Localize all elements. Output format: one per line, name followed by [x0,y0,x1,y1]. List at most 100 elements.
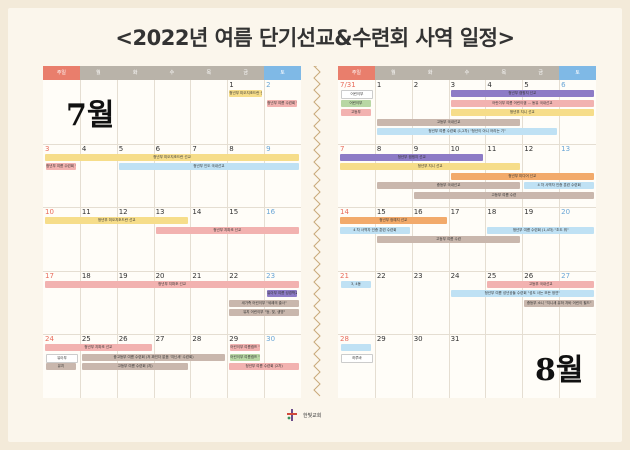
grid-line [227,80,229,398]
day-number: 18 [81,271,91,280]
event-bar[interactable]: 어린이부 여름 어린이캠 ... 동유 국내선교 [450,99,594,107]
weekday-header: 목 [190,66,228,80]
grid-line [338,207,596,209]
event-box[interactable]: 유아부 여름 성경학교 "빛의 만남" [267,290,297,298]
event-bar[interactable]: 청년부 여름 수련회 (2차) [229,363,299,371]
day-number: 26 [118,335,128,344]
event-bar[interactable]: 청년부 정예지 선교 [340,217,447,225]
grid-line [374,80,376,398]
day-number: 24 [450,271,460,280]
event-bar[interactable]: 청년부 지니 선교 [340,163,521,171]
day-number: 14 [192,208,202,217]
event-bar[interactable]: 청년부 여름 수련회 (1,4차) "초도 뭐" [487,226,594,234]
grid-line [43,207,301,209]
day-number: 30 [413,335,423,344]
event-bar[interactable]: 고등부 여름 수련 [376,236,521,244]
day-number: 18 [487,208,497,217]
event-bar[interactable]: 유치 어린이부 "등, 빛, 생명" [229,309,299,317]
grid-line [338,270,596,272]
day-number: 15 [376,208,386,217]
day-number: 24 [45,335,54,344]
event-box[interactable]: 유아부 [46,353,78,363]
day-number: 23 [266,271,276,280]
event-box[interactable]: 하루바 [341,353,373,363]
event-bar[interactable]: 청년부 미디어 선교 [450,172,594,180]
event-box[interactable]: 유치 [46,363,76,371]
weekday-header: 수 [448,66,486,80]
event-box[interactable]: 고등부 [341,109,371,116]
day-number: 17 [450,208,460,217]
day-number: 4 [81,144,87,153]
day-number: 20 [155,271,165,280]
day-number: 2 [413,81,419,89]
day-number: 26 [524,271,534,280]
weekday-header: 수 [153,66,191,80]
event-bar[interactable]: 중고등부 여름 수련회 (저 짜인더 없음 '지닌새' 수련회) [81,353,226,361]
grid-line [522,80,524,398]
event-box[interactable]: 3, 4동 [341,280,371,288]
event-bar[interactable]: 청년부 미오지조드란 선교 [45,217,189,225]
event-bar[interactable]: 중등부 국내선교 [376,182,521,190]
event-bar[interactable]: 청년부 여름 수련회 (1,2차) "청년이 아니 어리는 기" [376,128,558,135]
day-number: 22 [376,271,386,280]
event-bar[interactable]: 고등부 여름 수련회 (지) [81,363,189,371]
day-number: 16 [413,208,423,217]
weekday-header: 토 [264,66,301,80]
event-box[interactable]: 어린이부 [341,90,373,99]
event-bar[interactable]: 청년부 인도 국내선교 [118,163,299,171]
grid-line [43,143,301,145]
day-number: 28 [340,335,349,344]
day-number: 5 [118,144,124,153]
event-bar[interactable]: 고등부 국내선교 [376,118,521,126]
weekday-header: 주일 [338,66,375,80]
day-number: 13 [155,208,165,217]
grid-line [338,143,596,145]
event-bar[interactable]: 청년부 캠핑지 선교 [340,153,484,161]
event-box[interactable]: 어린이부 여름캠프 "우리 어린이 캠프" [230,344,261,352]
grid-line [43,270,301,272]
event-bar[interactable]: 새가족 어린이부 "세례의 출사" [229,299,299,307]
weekday-header: 금 [522,66,560,80]
event-bar[interactable]: 청년부 지니 선교 [450,109,594,116]
event-box[interactable] [341,344,371,352]
weekday-header: 화 [411,66,449,80]
day-number: 21 [192,271,202,280]
event-bar[interactable]: 고등부 여름 수련 [413,191,594,199]
day-number: 7 [192,144,197,153]
july-month-label: 7월 [66,98,115,133]
weekday-header: 월 [374,66,412,80]
event-bar[interactable]: 청년부 여름 성년공들 수련회 "성도 사는 모든 정연" [450,290,594,298]
day-number: 25 [81,335,91,344]
event-box[interactable]: 어린이부 [341,99,371,107]
grid-line [79,80,81,398]
day-number: 19 [118,271,128,280]
event-bar[interactable]: 청년부 지파조 선교 [45,280,299,288]
day-number: 6 [561,81,566,89]
day-number: 31 [450,335,460,344]
event-bar[interactable]: 청년부 미오지조드란 선교 [229,90,263,97]
event-bar[interactable]: 4 차 사역자 인증 훈련 수련회 [340,226,410,234]
event-box[interactable]: 청년부 여름 수련회 '여름의 하이라, 하나님' [267,99,297,107]
day-number: 9 [266,144,271,153]
day-number: 14 [340,208,349,217]
event-bar[interactable]: 청년부 캠핑지 선교 [450,90,594,97]
day-number: 30 [266,335,276,344]
event-bar[interactable]: 청년부 지파조 선교 [155,226,299,234]
day-number: 17 [45,271,54,280]
event-bar[interactable]: 고등부 국내선교 [487,280,594,288]
event-bar[interactable]: 청년부 지파조 선교 [45,344,152,352]
event-bar[interactable]: 청년부 미오지조드란 선교 [45,153,299,161]
day-number: 20 [561,208,571,217]
event-bar[interactable]: 중등부 소니 "지니새 유하 자바 어린이 필드" [524,299,594,307]
day-number: 13 [561,144,571,153]
day-number: 16 [266,208,276,217]
church-name: 한빛교회 [303,412,322,419]
day-number: 1 [229,81,234,89]
day-number: 10 [45,208,54,217]
day-number: 3 [45,144,50,153]
event-bar[interactable]: 4 차 사역자 인증 훈련 수련회 [524,182,594,190]
event-box[interactable]: 어린이부 여름캠프 "Come & Christian" [230,353,261,361]
day-number: 1 [376,81,382,89]
event-box[interactable]: 청년부 여름 수련회 '여름의 하이라' [46,163,76,171]
day-number: 3 [450,81,456,89]
